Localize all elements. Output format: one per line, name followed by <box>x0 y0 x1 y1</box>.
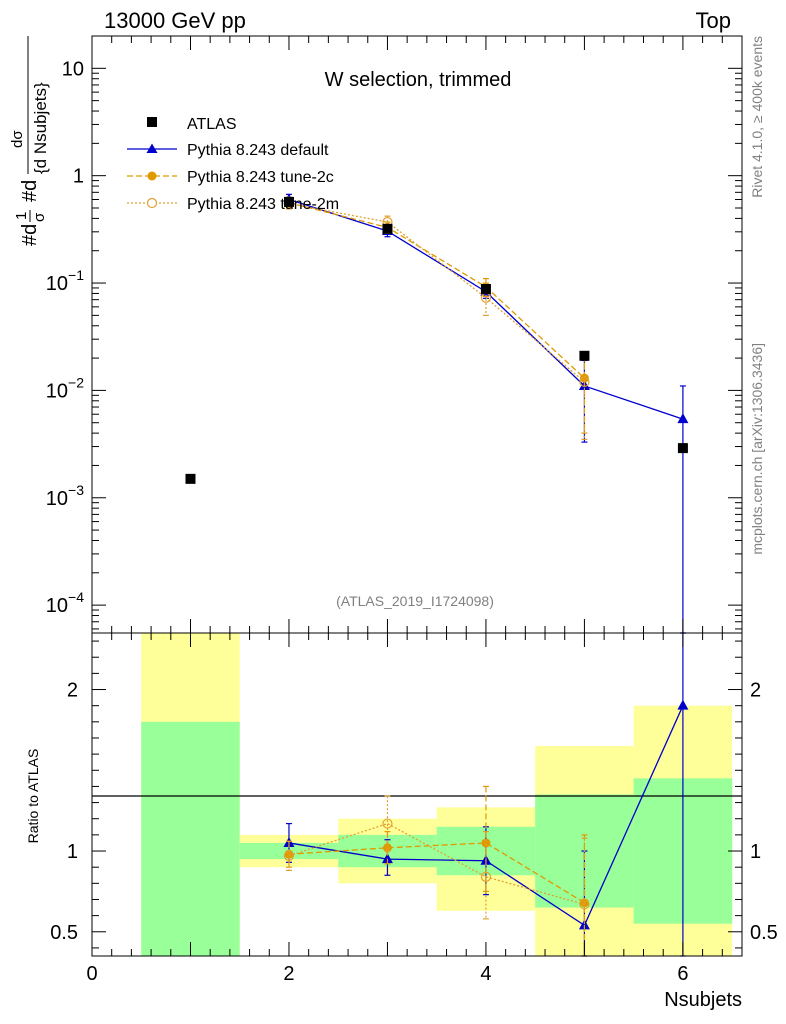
ratio-y-tick-label-right: 2 <box>750 680 761 702</box>
x-tick-label: 4 <box>480 963 491 985</box>
ratio-y-axis: 0.5 0.5 1 1 2 2 <box>50 640 778 949</box>
main-tune2c-point <box>579 373 589 383</box>
ratio-frame <box>91 632 743 957</box>
main-atlas-point <box>677 443 688 454</box>
ratio-y-tick-label: 2 <box>67 680 78 702</box>
legend: ATLAS Pythia 8.243 default Pythia 8.243 … <box>127 116 339 213</box>
y-tick-exponent: −1 <box>68 267 84 283</box>
ratio-y-tick-label-right: 0.5 <box>750 922 778 944</box>
y-tick-mantissa: 10 <box>62 58 84 80</box>
y-tick-label: 10−4 <box>46 589 84 617</box>
legend-tune2m: Pythia 8.243 tune-2m <box>187 196 339 213</box>
ratio-band-green <box>141 721 240 956</box>
main-atlas-point <box>382 223 393 234</box>
chart-title: W selection, trimmed <box>325 69 512 91</box>
ratio-y-tick-label: 1 <box>67 841 78 863</box>
legend-atlas: ATLAS <box>187 116 237 133</box>
y-tick-label: 1 <box>73 166 84 188</box>
rivet-label: Rivet 4.1.0, ≥ 400k events <box>749 36 765 198</box>
ratio-y-tick-label: 0.5 <box>50 922 78 944</box>
y-tick-mantissa: 10 <box>46 595 68 617</box>
ratio-tune2c-point <box>382 843 392 853</box>
y-tick-label: 10−3 <box>46 482 84 510</box>
main-atlas-point <box>579 350 590 361</box>
ratio-y-label: Ratio to ATLAS <box>25 749 41 844</box>
legend-tune2m-marker <box>146 197 158 209</box>
main-y-label: #d 1 σ #d dσ {d Nsubjets} <box>9 36 50 246</box>
main-atlas-point <box>185 473 196 484</box>
ratio-tune2m-point <box>382 818 393 829</box>
legend-atlas-marker <box>147 117 157 127</box>
x-tick-label: 6 <box>677 963 688 985</box>
y-tick-exponent: −2 <box>68 374 84 390</box>
main-default-point <box>677 413 689 424</box>
ylabel-dnsubjets: {d Nsubjets} <box>31 82 50 174</box>
y-tick-exponent: −4 <box>68 589 84 605</box>
main-tune2m-point <box>579 376 590 388</box>
ratio-tune2c-point <box>481 838 491 848</box>
ratio-default-point <box>677 699 689 710</box>
ratio-default-point <box>578 919 590 930</box>
ylabel-d1: #d <box>19 224 41 246</box>
x-tick-label: 2 <box>283 963 294 985</box>
process-label: Top <box>696 8 731 33</box>
y-tick-exponent: −3 <box>68 482 84 498</box>
ratio-panel: 0.5 0.5 1 1 2 2 0 2 4 6 Ratio to ATLAS Nsubjets <box>25 36 778 1011</box>
ylabel-d2: #d <box>19 180 41 202</box>
ratio-tune2m-point <box>283 850 295 861</box>
x-axis: 0 2 4 6 <box>86 36 723 985</box>
ratio-data <box>283 632 689 957</box>
ratio-y-tick-label-right: 1 <box>750 841 761 863</box>
main-tune2c-line <box>288 202 585 379</box>
analysis-id: (ATLAS_2019_I1724098) <box>336 593 494 609</box>
legend-tune2c-marker <box>147 171 157 181</box>
main-default-line <box>288 198 684 420</box>
ylabel-dsigma: dσ <box>9 130 26 148</box>
main-atlas-point <box>283 196 294 207</box>
y-tick-mantissa: 10 <box>46 380 68 402</box>
y-tick-mantissa: 1 <box>73 166 84 188</box>
y-tick-label: 10−2 <box>46 374 84 402</box>
y-tick-mantissa: 10 <box>46 488 68 510</box>
ratio-default-point <box>381 853 393 864</box>
main-tune2m-line <box>288 202 585 383</box>
main-data <box>185 193 689 634</box>
ratio-tune2m-point <box>480 871 492 882</box>
ylabel-sigma: σ <box>31 212 48 222</box>
x-tick-label: 0 <box>86 963 97 985</box>
main-atlas-point <box>480 284 491 295</box>
ratio-tune2m-point <box>579 899 590 910</box>
legend-default-marker <box>146 143 158 153</box>
mcplots-label: mcplots.cern.ch [arXiv:1306.3436] <box>749 343 765 555</box>
legend-default: Pythia 8.243 default <box>187 142 329 159</box>
y-tick-label: 10−1 <box>46 267 84 295</box>
x-axis-label: Nsubjets <box>664 989 742 1011</box>
y-tick-mantissa: 10 <box>46 273 68 295</box>
ylabel-one: 1 <box>13 212 30 220</box>
collision-label: 13000 GeV pp <box>104 8 246 33</box>
legend-tune2c: Pythia 8.243 tune-2c <box>187 169 334 186</box>
y-tick-label: 10 <box>62 58 84 80</box>
ratio-tune2c-line <box>288 842 585 904</box>
